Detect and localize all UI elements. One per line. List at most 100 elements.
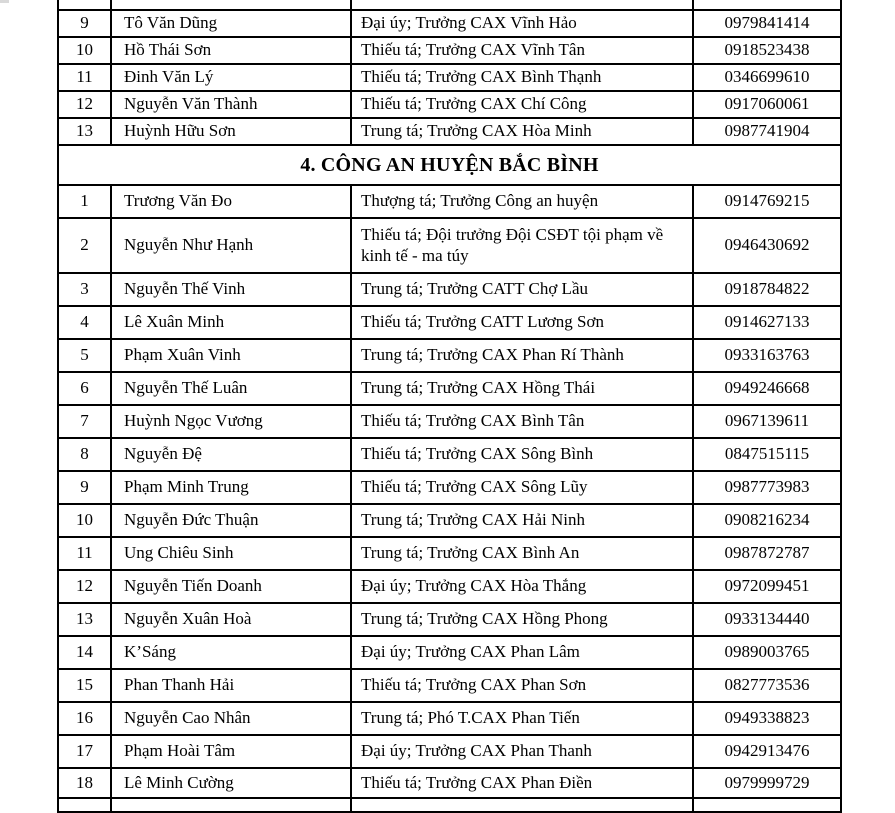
- table-row: 9 Phạm Minh Trung Thiếu tá; Trưởng CAX Sôn…: [57, 470, 842, 505]
- cell-name: Đinh Văn Lý: [110, 63, 352, 92]
- cell-position: [350, 0, 694, 11]
- contact-directory-table: 9 Tô Văn Dũng Đại úy; Trưởng CAX Vĩnh Hảo 0…: [57, 0, 842, 813]
- table-row: 15 Phan Thanh Hải Thiếu tá; Trưởng CAX Pha…: [57, 668, 842, 703]
- section-rows: 1 Trương Văn Đo Thượng tá; Trưởng Công an …: [57, 184, 842, 799]
- cell-position: [350, 797, 694, 813]
- cell-phone: 0949338823: [692, 701, 842, 736]
- cell-name: Nguyễn Tiến Doanh: [110, 569, 352, 604]
- cell-position: Đại úy; Trưởng CAX Vĩnh Hảo: [350, 9, 694, 38]
- cell-phone: [692, 797, 842, 813]
- table-row: 7 Huỳnh Ngọc Vương Thiếu tá; Trưởng CAX Bì…: [57, 404, 842, 439]
- cell-no: 9: [57, 470, 112, 505]
- cell-phone: 0847515115: [692, 437, 842, 472]
- cell-phone: 0987773983: [692, 470, 842, 505]
- cell-position: Thiếu tá; Trưởng CAX Phan Điền: [350, 767, 694, 799]
- cell-phone: 0908216234: [692, 503, 842, 538]
- cell-position: Thiếu tá; Trưởng CAX Vĩnh Tân: [350, 36, 694, 65]
- cell-no: 8: [57, 437, 112, 472]
- cell-phone: 0967139611: [692, 404, 842, 439]
- cell-phone: 0949246668: [692, 371, 842, 406]
- table-row: 16 Nguyễn Cao Nhân Trung tá; Phó T.CAX Pha…: [57, 701, 842, 736]
- table-row: 3 Nguyễn Thế Vinh Trung tá; Trưởng CATT Ch…: [57, 272, 842, 307]
- cell-name: Lê Xuân Minh: [110, 305, 352, 340]
- cell-no: 7: [57, 404, 112, 439]
- cell-name: Tô Văn Dũng: [110, 9, 352, 38]
- cell-no: 1: [57, 184, 112, 219]
- clipped-top-row: [57, 0, 842, 11]
- cell-no: 5: [57, 338, 112, 373]
- table-row: 11 Ung Chiêu Sinh Trung tá; Trưởng CAX Bìn…: [57, 536, 842, 571]
- cell-position: Trung tá; Trưởng CAX Phan Rí Thành: [350, 338, 694, 373]
- table-row: 8 Nguyễn Đệ Thiếu tá; Trưởng CAX Sông Bình…: [57, 437, 842, 472]
- cell-no: 12: [57, 569, 112, 604]
- table-row: 1 Trương Văn Đo Thượng tá; Trưởng Công an …: [57, 184, 842, 219]
- cell-no: 3: [57, 272, 112, 307]
- table-row: 5 Phạm Xuân Vinh Trung tá; Trưởng CAX Phan…: [57, 338, 842, 373]
- cell-position: Trung tá; Trưởng CAX Hồng Phong: [350, 602, 694, 637]
- table-row: 18 Lê Minh Cường Thiếu tá; Trưởng CAX Phan…: [57, 767, 842, 799]
- cell-name: Trương Văn Đo: [110, 184, 352, 219]
- cell-no: 2: [57, 217, 112, 274]
- cell-position: Thiếu tá; Trưởng CAX Sông Lũy: [350, 470, 694, 505]
- cell-no: 10: [57, 503, 112, 538]
- cell-no: 4: [57, 305, 112, 340]
- cell-phone: 0827773536: [692, 668, 842, 703]
- table-row: 12 Nguyễn Văn Thành Thiếu tá; Trưởng CAX C…: [57, 90, 842, 119]
- cell-position: Thượng tá; Trưởng Công an huyện: [350, 184, 694, 219]
- cell-phone: 0987741904: [692, 117, 842, 146]
- cell-position: Trung tá; Phó T.CAX Phan Tiến: [350, 701, 694, 736]
- cell-name: Nguyễn Cao Nhân: [110, 701, 352, 736]
- cell-name: Phạm Hoài Tâm: [110, 734, 352, 769]
- cell-name: Nguyễn Đệ: [110, 437, 352, 472]
- clipped-bottom-row: [57, 797, 842, 813]
- cell-no: 18: [57, 767, 112, 799]
- table-row: 9 Tô Văn Dũng Đại úy; Trưởng CAX Vĩnh Hảo 0…: [57, 9, 842, 38]
- cell-no: 6: [57, 371, 112, 406]
- cell-phone: 0972099451: [692, 569, 842, 604]
- cell-name: Huỳnh Hữu Sơn: [110, 117, 352, 146]
- cell-name: Ung Chiêu Sinh: [110, 536, 352, 571]
- cell-name: Nguyễn Như Hạnh: [110, 217, 352, 274]
- cell-no: 17: [57, 734, 112, 769]
- table-row: 14 K’Sáng Đại úy; Trưởng CAX Phan Lâm 09890…: [57, 635, 842, 670]
- cell-name: Nguyễn Thế Luân: [110, 371, 352, 406]
- page-edge-artifact: [0, 0, 9, 3]
- cell-position: Đại úy; Trưởng CAX Hòa Thắng: [350, 569, 694, 604]
- cell-position: Thiếu tá; Trưởng CAX Phan Sơn: [350, 668, 694, 703]
- cell-name: [110, 0, 352, 11]
- table-row: 13 Nguyễn Xuân Hoà Trung tá; Trưởng CAX Hồ…: [57, 602, 842, 637]
- cell-phone: 0917060061: [692, 90, 842, 119]
- cell-no: 16: [57, 701, 112, 736]
- cell-name: [110, 797, 352, 813]
- cell-position: Đại úy; Trưởng CAX Phan Thanh: [350, 734, 694, 769]
- cell-name: Nguyễn Đức Thuận: [110, 503, 352, 538]
- cell-no: 13: [57, 117, 112, 146]
- table-row: 12 Nguyễn Tiến Doanh Đại úy; Trưởng CAX Hò…: [57, 569, 842, 604]
- cell-name: Nguyễn Thế Vinh: [110, 272, 352, 307]
- cell-name: K’Sáng: [110, 635, 352, 670]
- cell-name: Hồ Thái Sơn: [110, 36, 352, 65]
- cell-position: Thiếu tá; Trưởng CATT Lương Sơn: [350, 305, 694, 340]
- cell-position: Thiếu tá; Trưởng CAX Bình Thạnh: [350, 63, 694, 92]
- contact-directory-table-wrap: 9 Tô Văn Dũng Đại úy; Trưởng CAX Vĩnh Hảo 0…: [57, 0, 842, 813]
- cell-phone: [692, 0, 842, 11]
- cell-phone: 0914769215: [692, 184, 842, 219]
- section-header: 4. CÔNG AN HUYỆN BẮC BÌNH: [57, 144, 842, 186]
- cell-no: 14: [57, 635, 112, 670]
- cell-name: Lê Minh Cường: [110, 767, 352, 799]
- cell-position: Thiếu tá; Trưởng CAX Sông Bình: [350, 437, 694, 472]
- cell-position: Trung tá; Trưởng CAX Hòa Minh: [350, 117, 694, 146]
- cell-name: Phạm Minh Trung: [110, 470, 352, 505]
- previous-section-rows: 9 Tô Văn Dũng Đại úy; Trưởng CAX Vĩnh Hảo 0…: [57, 0, 842, 146]
- table-row: 11 Đinh Văn Lý Thiếu tá; Trưởng CAX Bình T…: [57, 63, 842, 92]
- table-row: 10 Nguyễn Đức Thuận Trung tá; Trưởng CAX H…: [57, 503, 842, 538]
- cell-no: 15: [57, 668, 112, 703]
- cell-name: Nguyễn Văn Thành: [110, 90, 352, 119]
- table-row: 13 Huỳnh Hữu Sơn Trung tá; Trưởng CAX Hòa …: [57, 117, 842, 146]
- cell-phone: 0933163763: [692, 338, 842, 373]
- cell-no: [57, 0, 112, 11]
- cell-phone: 0914627133: [692, 305, 842, 340]
- cell-phone: 0933134440: [692, 602, 842, 637]
- cell-name: Nguyễn Xuân Hoà: [110, 602, 352, 637]
- document-page: { "document": { "colors": { "background"…: [0, 0, 842, 813]
